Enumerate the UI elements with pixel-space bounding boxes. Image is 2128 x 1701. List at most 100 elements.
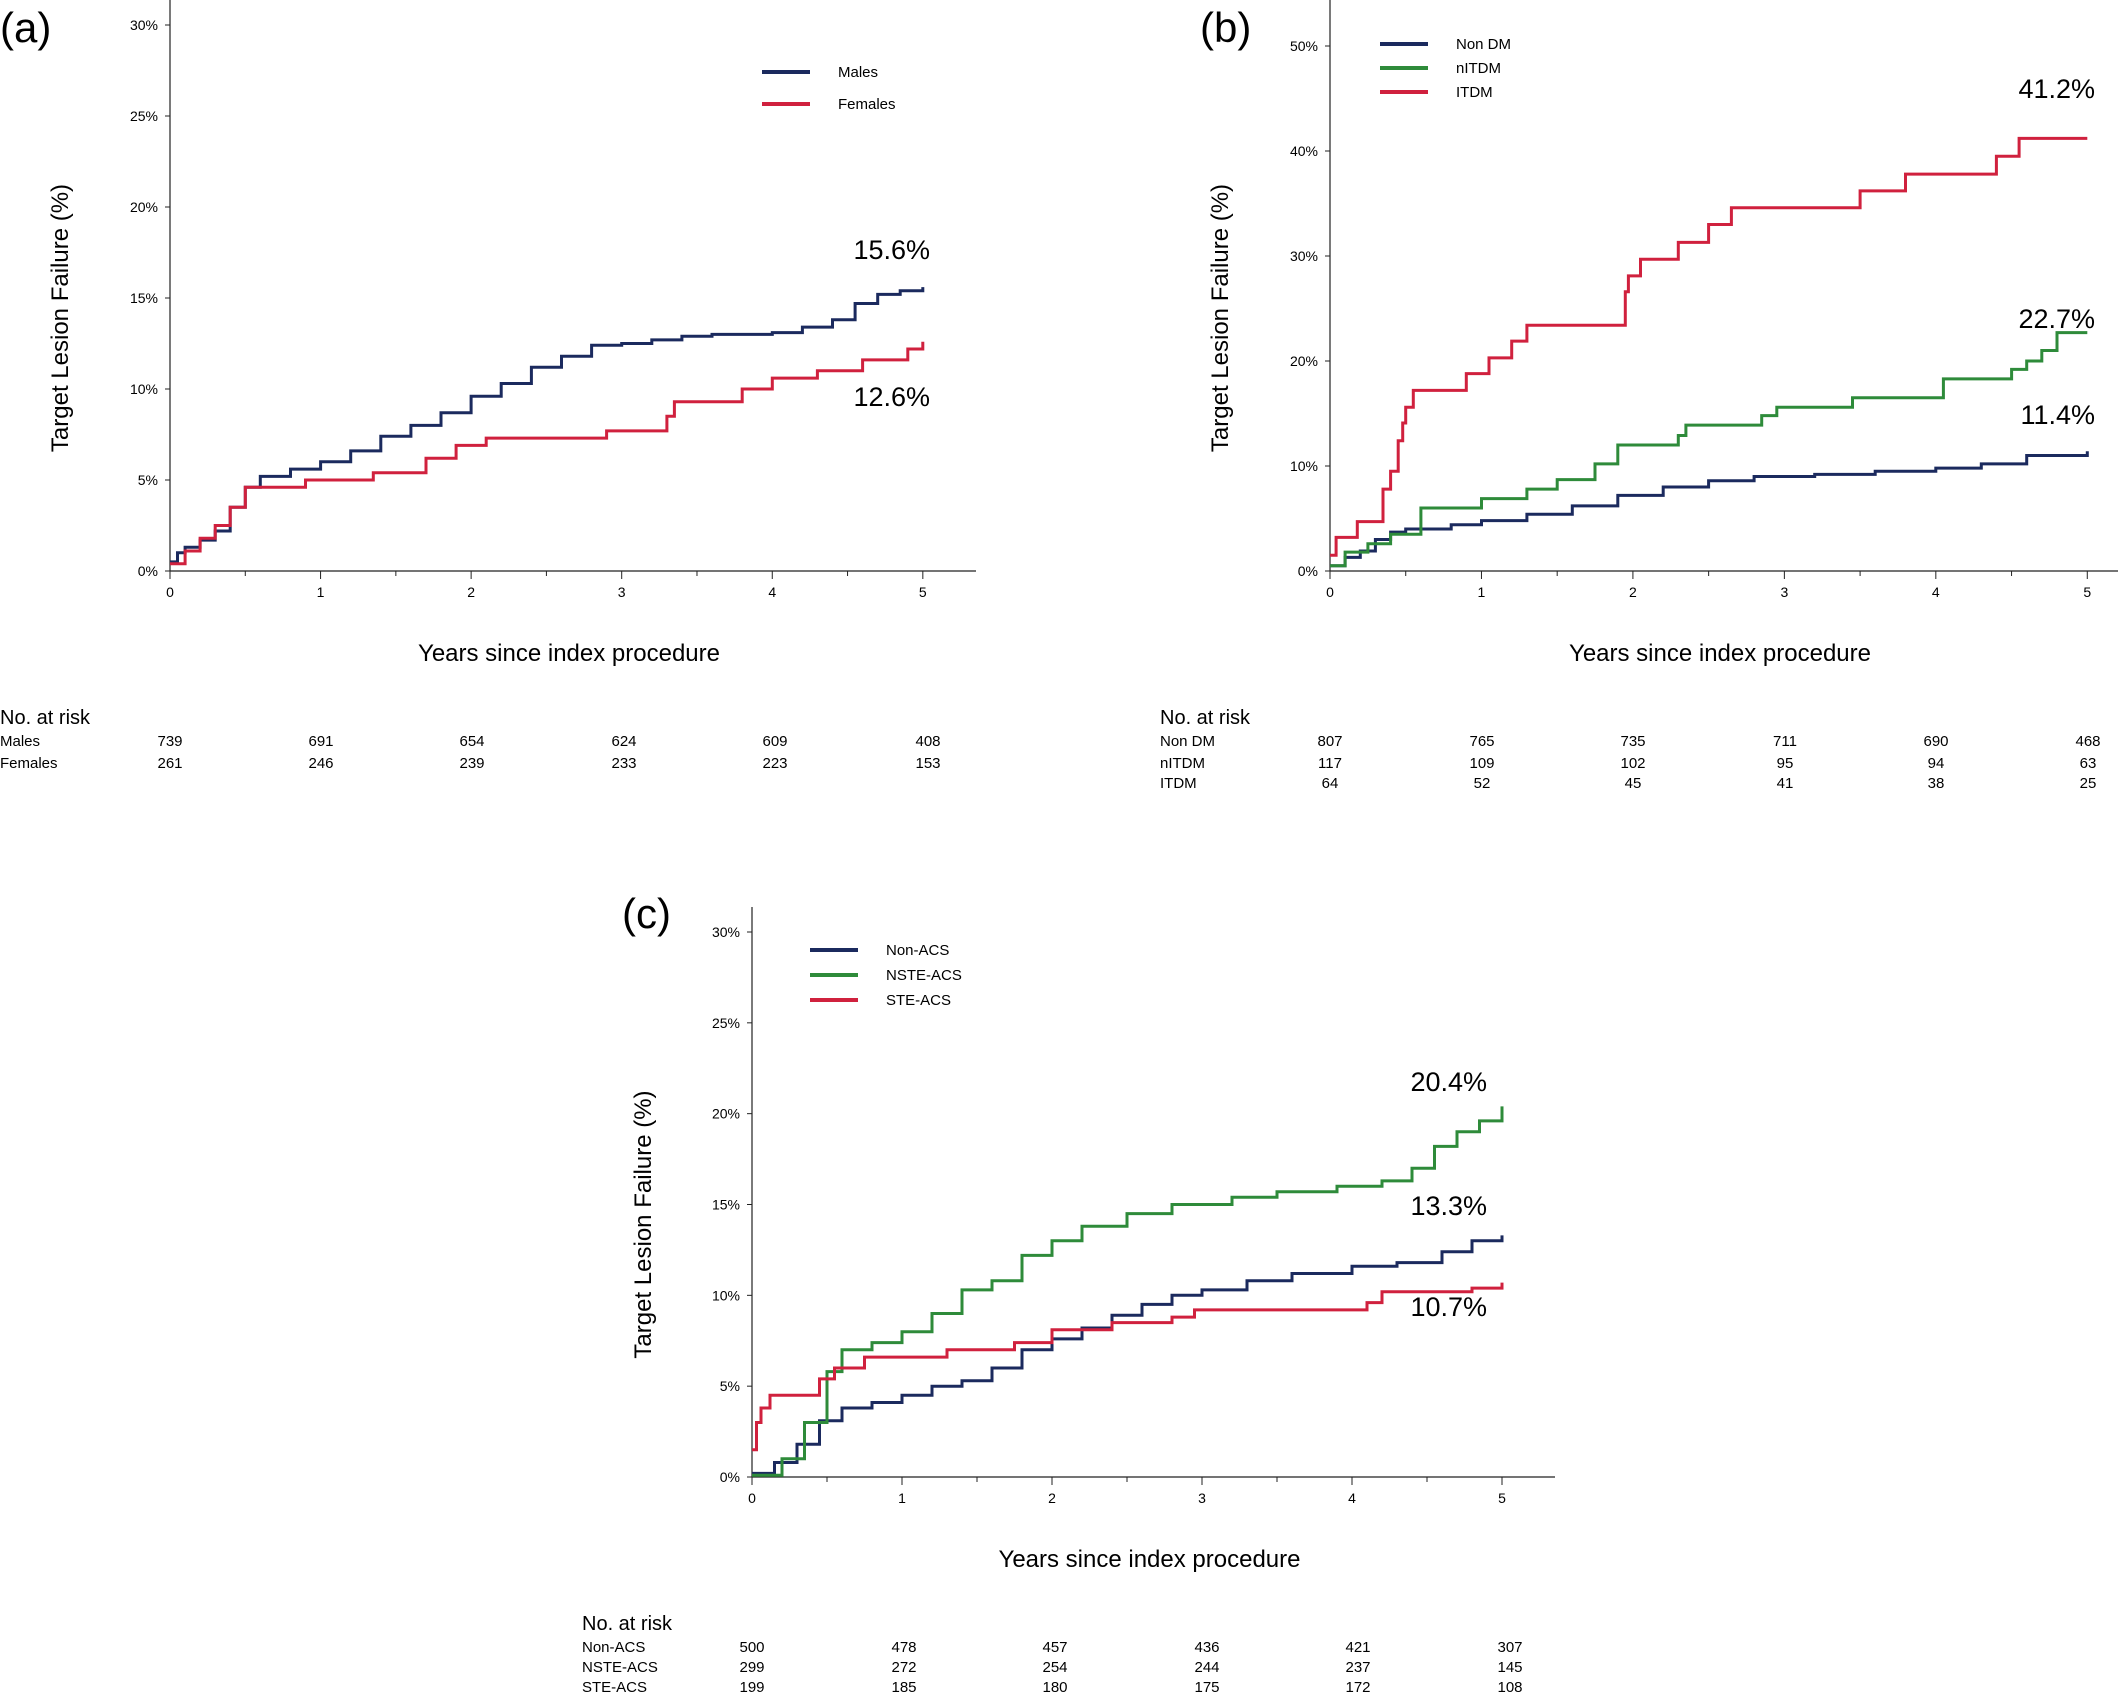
x-tick-label: 0: [1326, 584, 1334, 600]
end-value-label: 22.7%: [2018, 304, 2095, 334]
legend-label: STE-ACS: [886, 992, 951, 1009]
y-tick-label: 40%: [1290, 143, 1318, 159]
series-line-non-dm: [1330, 451, 2089, 568]
x-tick-label: 3: [618, 584, 626, 600]
x-tick-label: 2: [467, 584, 475, 600]
y-tick-label: 5%: [720, 1378, 740, 1394]
risk-cell-value: 457: [1042, 1639, 1067, 1656]
legend-label: Non-ACS: [886, 942, 949, 959]
risk-cell-value: 199: [739, 1679, 764, 1696]
x-tick-label: 1: [1478, 584, 1486, 600]
risk-cell-value: 711: [1773, 733, 1797, 750]
risk-cell-value: 145: [1497, 1659, 1522, 1676]
risk-cell-value: 45: [1625, 775, 1642, 792]
risk-cell-value: 254: [1042, 1659, 1067, 1676]
risk-row-label: ITDM: [1160, 775, 1197, 792]
risk-table-title: No. at risk: [582, 1613, 673, 1635]
panel-label: (a): [0, 4, 51, 51]
y-tick-label: 10%: [130, 381, 158, 397]
risk-cell-value: 94: [1928, 755, 1945, 772]
risk-cell-value: 223: [762, 755, 787, 772]
y-axis-title: Target Lesion Failure (%): [1207, 184, 1234, 452]
risk-cell-value: 246: [308, 755, 333, 772]
risk-cell-value: 153: [915, 755, 940, 772]
y-tick-label: 30%: [1290, 248, 1318, 264]
risk-cell-value: 38: [1928, 775, 1945, 792]
y-tick-label: 20%: [1290, 353, 1318, 369]
y-tick-label: 50%: [1290, 38, 1318, 54]
y-tick-label: 15%: [130, 290, 158, 306]
y-axis-title: Target Lesion Failure (%): [630, 1090, 657, 1358]
risk-cell-value: 624: [611, 733, 636, 750]
risk-cell-value: 765: [1469, 733, 1494, 750]
y-tick-label: 20%: [712, 1106, 740, 1122]
legend-label: NSTE-ACS: [886, 967, 962, 984]
x-tick-label: 0: [748, 1490, 756, 1506]
x-tick-label: 4: [768, 584, 776, 600]
end-value-label: 11.4%: [2020, 400, 2095, 430]
risk-cell-value: 25: [2080, 775, 2097, 792]
end-value-label: 12.6%: [853, 382, 930, 412]
y-tick-label: 0%: [1298, 563, 1318, 579]
x-axis-title: Years since index procedure: [418, 640, 720, 667]
risk-cell-value: 654: [459, 733, 484, 750]
panel-c: (c) 0% 5% 10% 15% 20% 25% 30% 0 1 2 3 4 5 Years since …: [582, 890, 1555, 1696]
x-tick-label: 0: [166, 584, 174, 600]
risk-cell-value: 421: [1345, 1639, 1370, 1656]
risk-cell-value: 64: [1322, 775, 1339, 792]
x-tick-label: 4: [1348, 1490, 1356, 1506]
risk-cell-value: 408: [915, 733, 940, 750]
x-tick-label: 5: [919, 584, 927, 600]
legend-label: Non DM: [1456, 36, 1511, 53]
series-line-females: [170, 341, 925, 566]
y-tick-label: 25%: [130, 108, 158, 124]
x-tick-label: 5: [2083, 584, 2091, 600]
risk-cell-value: 172: [1345, 1679, 1370, 1696]
risk-cell-value: 95: [1777, 755, 1794, 772]
x-tick-label: 2: [1048, 1490, 1056, 1506]
series-line-nste-acs: [752, 1106, 1504, 1477]
legend-label: ITDM: [1456, 84, 1493, 101]
risk-row-label: STE-ACS: [582, 1679, 647, 1696]
panel-label: (b): [1200, 4, 1251, 51]
risk-cell-value: 237: [1345, 1659, 1370, 1676]
risk-cell-value: 244: [1194, 1659, 1219, 1676]
risk-cell-value: 299: [739, 1659, 764, 1676]
risk-row-label: Non DM: [1160, 733, 1215, 750]
risk-cell-value: 436: [1194, 1639, 1219, 1656]
x-tick-label: 2: [1629, 584, 1637, 600]
panel-label: (c): [622, 890, 671, 937]
y-tick-label: 30%: [130, 17, 158, 33]
y-tick-label: 25%: [712, 1015, 740, 1031]
risk-cell-value: 739: [157, 733, 182, 750]
risk-cell-value: 609: [762, 733, 787, 750]
risk-row-label: Females: [0, 755, 58, 772]
y-tick-label: 20%: [130, 199, 158, 215]
risk-cell-value: 807: [1317, 733, 1342, 750]
series-line-non-acs: [752, 1235, 1504, 1475]
series-line-males: [170, 287, 925, 564]
series-line-ste-acs: [752, 1282, 1504, 1452]
y-tick-label: 0%: [138, 563, 158, 579]
risk-cell-value: 175: [1194, 1679, 1219, 1696]
x-tick-label: 3: [1780, 584, 1788, 600]
x-tick-label: 4: [1932, 584, 1940, 600]
risk-row-label: nITDM: [1160, 755, 1205, 772]
risk-cell-value: 478: [891, 1639, 916, 1656]
risk-cell-value: 233: [611, 755, 636, 772]
risk-cell-value: 52: [1474, 775, 1491, 792]
risk-row-label: Non-ACS: [582, 1639, 645, 1656]
risk-cell-value: 690: [1923, 733, 1948, 750]
risk-row-label: Males: [0, 733, 40, 750]
legend-label: Females: [838, 96, 896, 113]
series-line-nitdm: [1330, 331, 2088, 568]
y-tick-label: 0%: [720, 1469, 740, 1485]
end-value-label: 10.7%: [1410, 1292, 1487, 1322]
y-tick-label: 5%: [138, 472, 158, 488]
x-tick-label: 5: [1498, 1490, 1506, 1506]
y-axis-title: Target Lesion Failure (%): [47, 184, 74, 452]
risk-row-label: NSTE-ACS: [582, 1659, 658, 1676]
risk-cell-value: 180: [1042, 1679, 1067, 1696]
risk-cell-value: 307: [1497, 1639, 1522, 1656]
risk-cell-value: 239: [459, 755, 484, 772]
